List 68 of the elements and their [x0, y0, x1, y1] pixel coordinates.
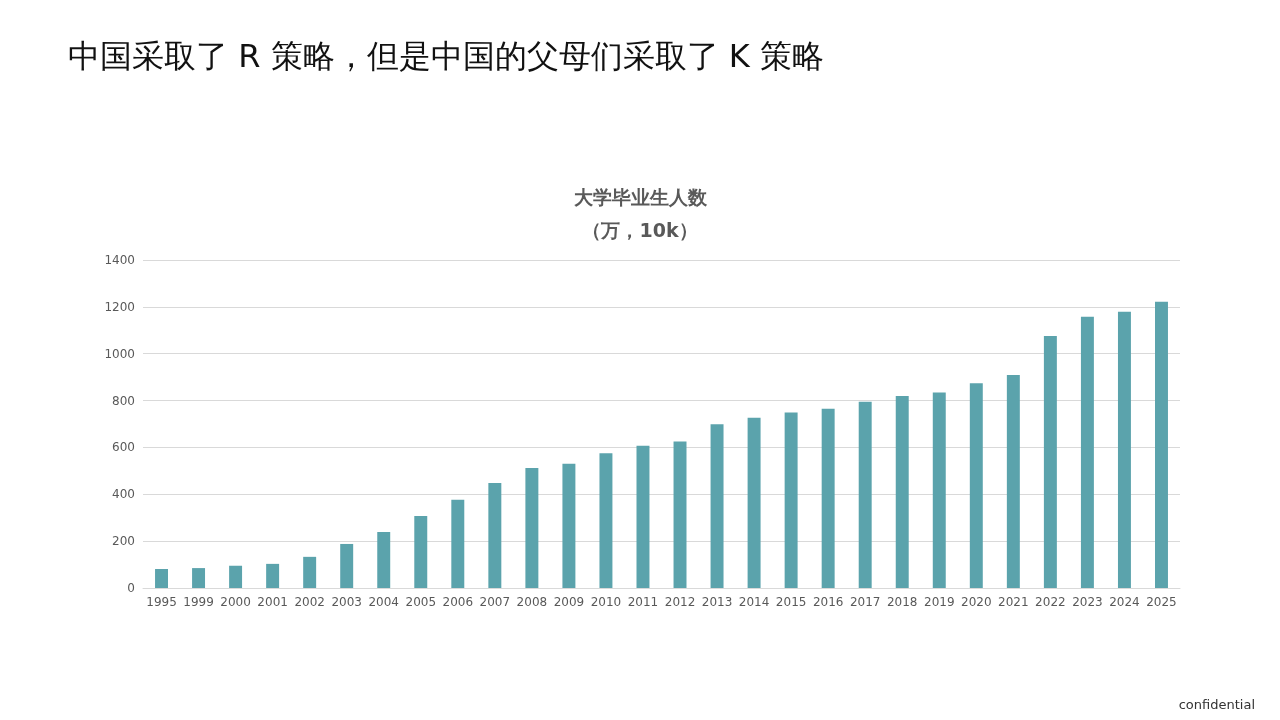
bar — [636, 445, 650, 588]
bar — [858, 401, 872, 588]
bar — [229, 565, 243, 588]
y-tick-label: 1000 — [104, 346, 135, 361]
bar — [673, 441, 687, 588]
bar — [821, 408, 835, 588]
x-tick-label: 2022 — [1035, 595, 1066, 609]
bar — [562, 463, 576, 588]
bar — [414, 516, 428, 588]
bar — [303, 556, 317, 588]
x-tick-label: 1995 — [146, 595, 177, 609]
y-tick-label: 1200 — [104, 299, 135, 314]
y-tick-label: 1400 — [104, 253, 135, 267]
x-tick-label: 2009 — [553, 595, 585, 609]
x-tick-label: 2010 — [590, 595, 622, 609]
x-tick-label: 2001 — [257, 595, 288, 609]
y-tick-label: 0 — [127, 581, 135, 595]
chart-subtitle: （万，10k） — [582, 218, 698, 241]
text: confidential — [1178, 697, 1256, 712]
bar — [525, 468, 539, 588]
bar — [1080, 316, 1094, 588]
bar — [377, 532, 391, 588]
bar — [1006, 375, 1020, 588]
x-tick-label: 2018 — [886, 595, 918, 609]
x-tick-label: 2006 — [442, 595, 474, 609]
x-tick-label: 2002 — [294, 595, 325, 609]
bar — [1043, 335, 1057, 588]
bar — [599, 453, 613, 588]
y-tick-label: 800 — [112, 393, 135, 408]
x-tick-label: 2012 — [664, 595, 696, 609]
bar — [932, 392, 946, 588]
bar — [895, 395, 909, 588]
bar — [1117, 311, 1131, 588]
text: 中国采取了 R 策略，但是中国的父母们采取了 K 策略 — [68, 37, 824, 75]
x-tick-label: 2005 — [405, 595, 437, 609]
y-tick-label: 200 — [112, 534, 135, 549]
chart-title: 大学毕业生人数 — [573, 185, 708, 208]
x-tick-label: 2019 — [923, 595, 955, 609]
bar — [969, 383, 983, 588]
bar — [340, 543, 354, 588]
bar — [451, 499, 465, 588]
x-tick-label: 2011 — [627, 595, 659, 609]
x-tick-label: 2015 — [775, 595, 807, 609]
x-tick-label: 2023 — [1072, 595, 1103, 609]
x-tick-label: 2007 — [479, 595, 511, 609]
x-tick-label: 2003 — [331, 595, 362, 609]
x-tick-label: 2014 — [738, 595, 770, 609]
y-tick-label: 600 — [112, 440, 135, 455]
bar — [1155, 301, 1168, 588]
x-tick-label: 2021 — [998, 595, 1029, 609]
bar — [192, 568, 206, 588]
x-tick-label: 2017 — [849, 595, 881, 609]
bar — [266, 563, 280, 588]
x-tick-label: 2020 — [961, 595, 992, 609]
x-tick-label: 1999 — [183, 595, 214, 609]
x-tick-label: 2025 — [1146, 595, 1177, 609]
x-tick-label: 2016 — [812, 595, 844, 609]
x-tick-label: 2004 — [368, 595, 400, 609]
bar — [155, 569, 168, 588]
x-tick-label: 2013 — [701, 595, 733, 609]
bar — [710, 424, 724, 588]
bar — [747, 417, 761, 588]
bar — [488, 483, 502, 588]
x-tick-label: 2008 — [516, 595, 548, 609]
y-tick-label: 400 — [112, 487, 135, 502]
bar — [784, 412, 798, 588]
x-tick-label: 2024 — [1109, 595, 1140, 609]
x-tick-label: 2000 — [220, 595, 251, 609]
